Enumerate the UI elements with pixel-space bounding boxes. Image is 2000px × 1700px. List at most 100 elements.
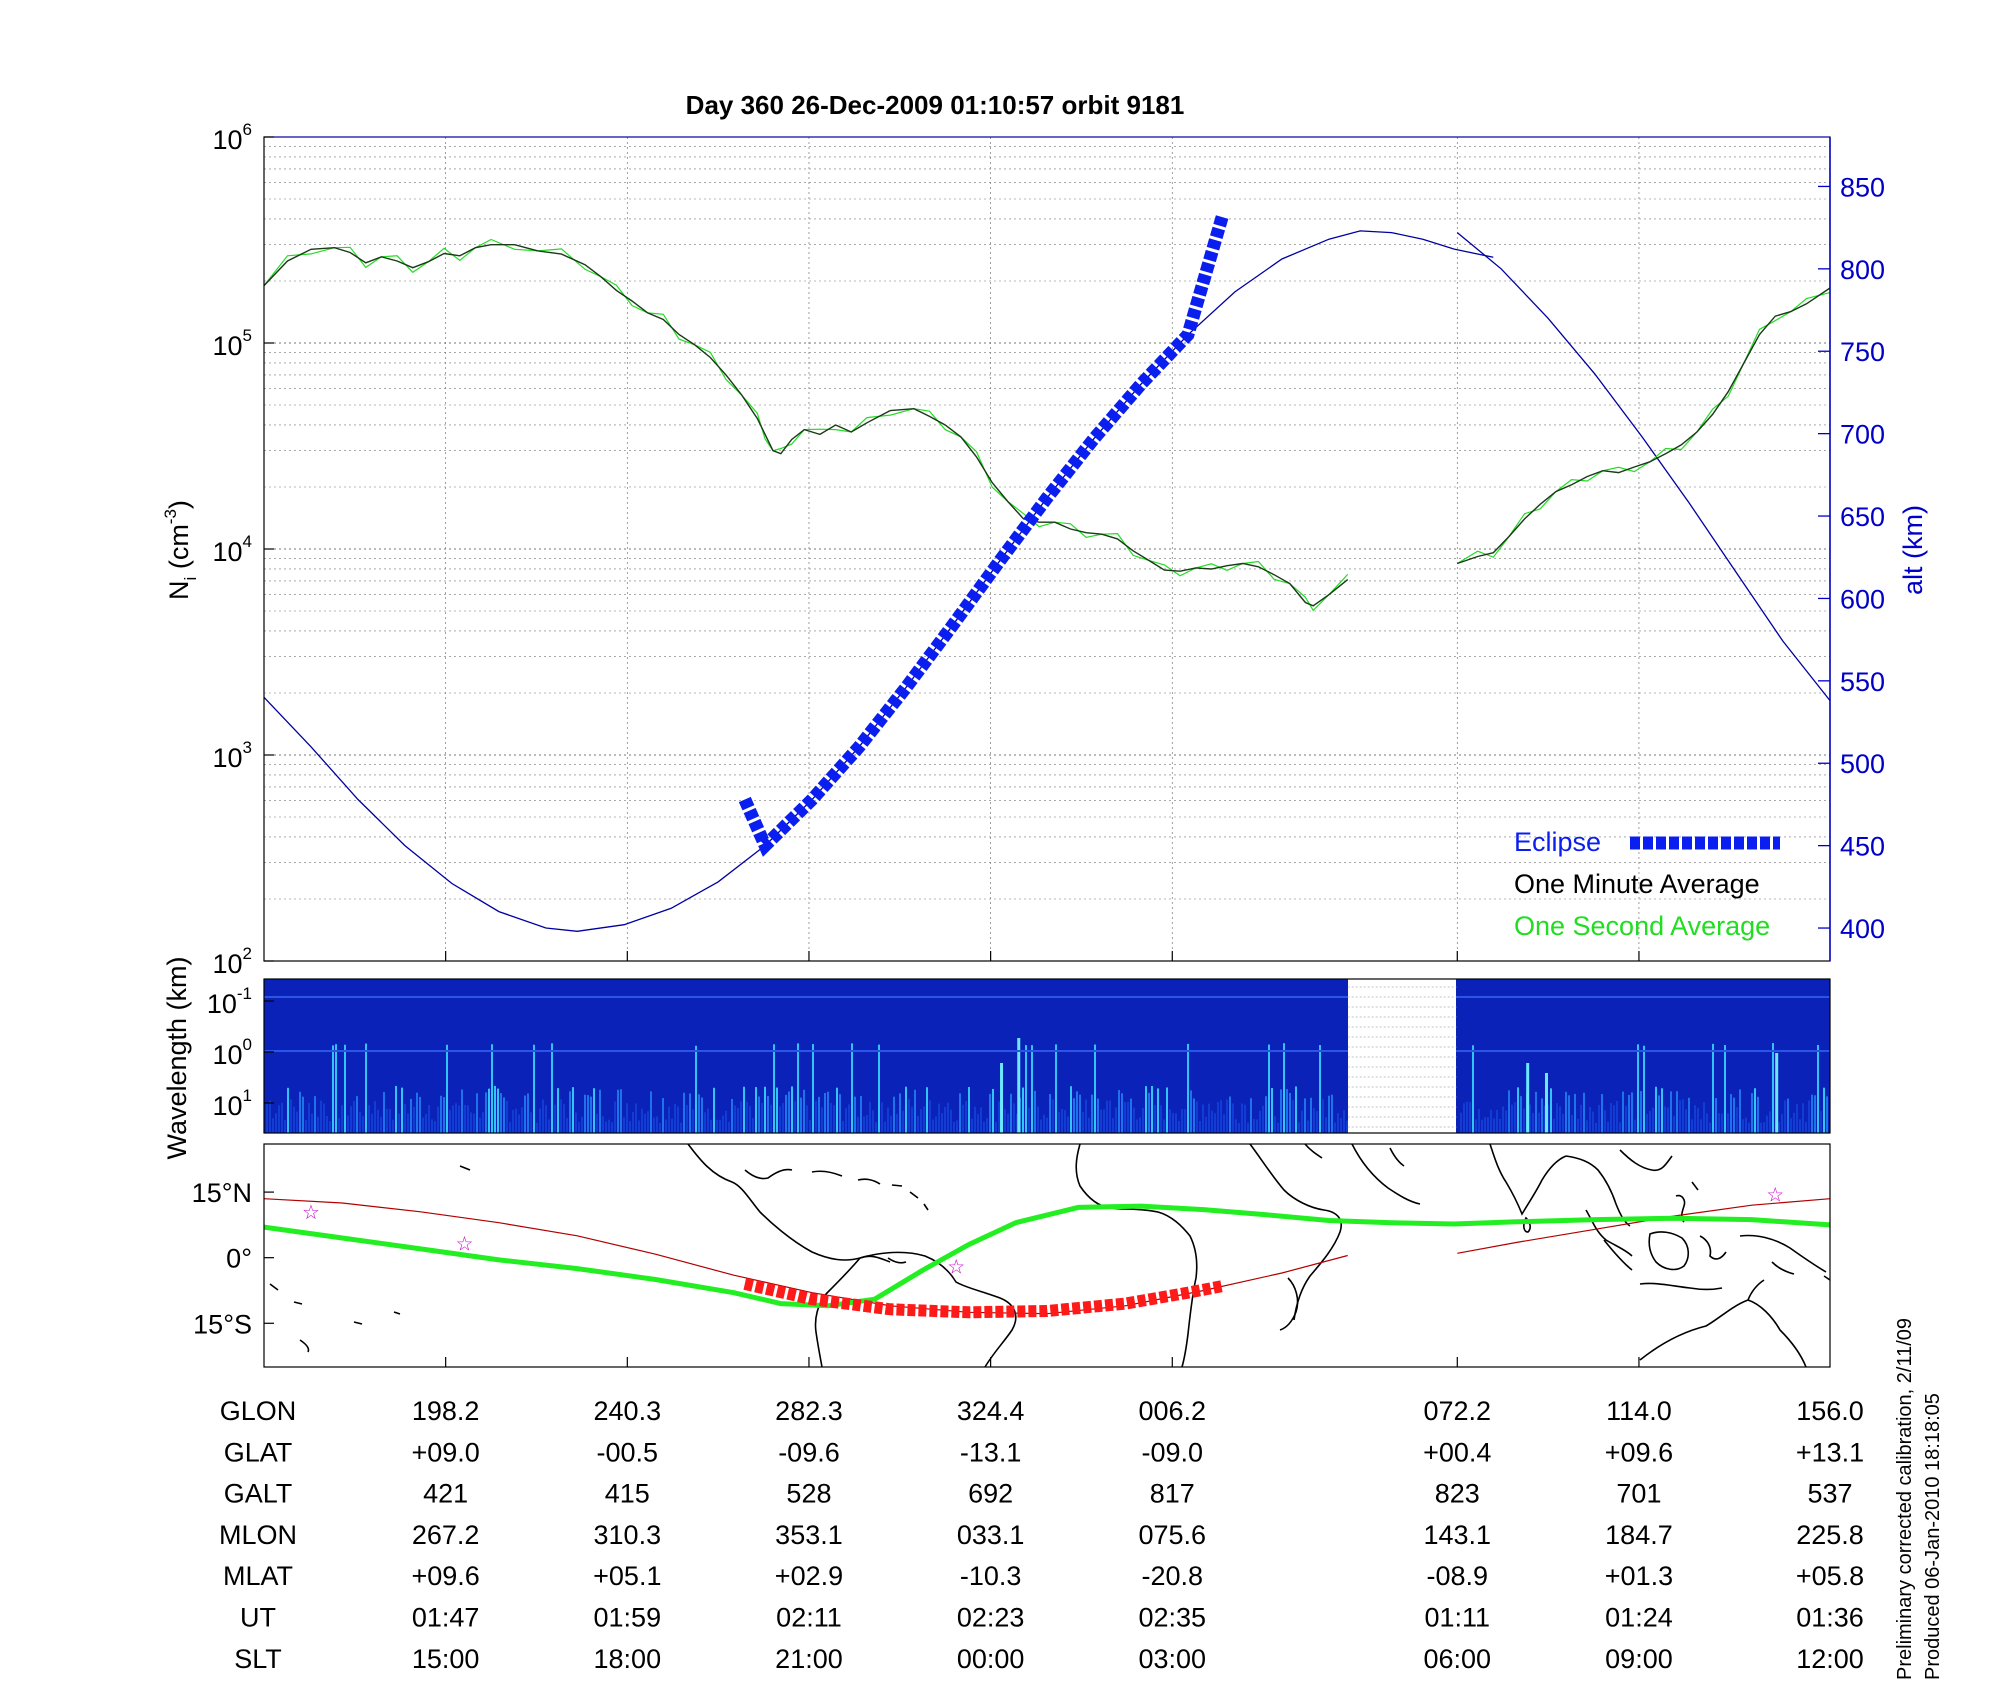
spectrogram-streak xyxy=(1199,1120,1201,1133)
spectrogram-streak xyxy=(890,1115,892,1133)
spectrogram-streak xyxy=(524,1095,526,1133)
table-cell: +02.9 xyxy=(775,1561,843,1591)
spectrogram-streak xyxy=(812,1044,814,1133)
spectrogram-streak xyxy=(1694,1105,1696,1133)
spectrogram-streak xyxy=(1052,1099,1054,1133)
spectrogram-streak xyxy=(308,1103,310,1133)
spectrogram-streak xyxy=(887,1107,889,1133)
table-cell: -10.3 xyxy=(960,1561,1022,1591)
spectrogram-streak xyxy=(1520,1096,1522,1133)
spectrogram-streak xyxy=(1532,1112,1534,1133)
spectrogram-streak xyxy=(1619,1122,1621,1133)
table-cell: 033.1 xyxy=(957,1520,1025,1550)
spectrogram-streak xyxy=(1508,1090,1510,1133)
spectrogram-streak xyxy=(1799,1119,1801,1133)
spectrogram-streak xyxy=(824,1092,826,1133)
spectrogram-streak xyxy=(647,1111,649,1133)
spectrogram-streak xyxy=(1007,1113,1009,1133)
table-cell: +00.4 xyxy=(1423,1437,1491,1467)
spectrogram-streak xyxy=(1346,1120,1348,1133)
spectrogram-streak xyxy=(914,1089,916,1133)
spectrogram-streak xyxy=(1550,1088,1552,1133)
table-row-label: GLON xyxy=(220,1396,297,1426)
map-tick-label: 15°N xyxy=(192,1178,252,1208)
spectrogram-streak xyxy=(1535,1091,1537,1133)
spectrogram-streak xyxy=(656,1116,658,1133)
spectrogram-streak xyxy=(491,1044,493,1133)
spectrogram-streak xyxy=(1127,1101,1129,1133)
spectrogram-streak xyxy=(1253,1119,1255,1133)
spectrogram-streak xyxy=(1580,1104,1582,1133)
spectrogram-data-gap xyxy=(1348,979,1456,1133)
table-cell: +09.6 xyxy=(1605,1437,1673,1467)
y2-tick-label: 850 xyxy=(1840,172,1885,202)
spectrogram-streak xyxy=(1025,1045,1027,1133)
spectrogram-streak xyxy=(398,1113,400,1133)
spectrogram-streak xyxy=(374,1101,376,1133)
star-marker: ☆ xyxy=(455,1234,473,1256)
spectrogram-streak xyxy=(746,1101,748,1133)
spectrogram-streak xyxy=(410,1098,412,1133)
spectrogram-streak xyxy=(365,1043,367,1133)
one-second-average-line xyxy=(1456,292,1831,565)
footer-calibration-note: Preliminary corrected calibration, 2/11/… xyxy=(1894,1318,1916,1680)
spectrogram-streak xyxy=(911,1107,913,1133)
spectrogram-streak xyxy=(269,1100,271,1133)
spectrogram-streak xyxy=(1307,1120,1309,1133)
spectrogram-streak xyxy=(428,1104,430,1133)
spectrogram-streak xyxy=(1646,1113,1648,1133)
spectrogram-streak xyxy=(350,1106,352,1133)
spectrogram-streak xyxy=(1028,1107,1030,1133)
spectrogram-streak xyxy=(716,1119,718,1133)
spectrogram-streak xyxy=(1481,1119,1483,1133)
spectrogram-streak xyxy=(1802,1103,1804,1133)
spectrogram-streak xyxy=(1778,1122,1780,1133)
y2-tick-label: 600 xyxy=(1840,584,1885,614)
spectrogram-streak xyxy=(1610,1103,1612,1133)
spectrogram-streak xyxy=(1649,1110,1651,1133)
table-cell: +01.3 xyxy=(1605,1561,1673,1591)
spectrogram-streak xyxy=(1202,1104,1204,1133)
table-row-label: UT xyxy=(240,1603,276,1633)
spectrogram-streak xyxy=(734,1105,736,1133)
spectrogram-streak xyxy=(1463,1103,1465,1133)
y2-tick-label: 750 xyxy=(1840,337,1885,367)
spectrogram-streak xyxy=(698,1094,700,1133)
spectrogram-streak xyxy=(1220,1100,1222,1133)
spectrogram-streak xyxy=(1796,1104,1798,1133)
legend-eclipse-label: Eclipse xyxy=(1514,827,1601,857)
spectrogram-streak xyxy=(1667,1107,1669,1133)
spectrogram-streak xyxy=(1604,1110,1606,1133)
spectrogram-streak xyxy=(377,1109,379,1133)
spectrogram-streak xyxy=(338,1118,340,1133)
spectrogram-streak xyxy=(1499,1118,1501,1133)
spectrogram-streak xyxy=(485,1092,487,1133)
table-cell: 537 xyxy=(1807,1479,1852,1509)
spectrogram-streak xyxy=(1238,1122,1240,1133)
table-row-label: MLON xyxy=(219,1520,297,1550)
spectrogram-streak xyxy=(575,1112,577,1133)
spectrogram-streak xyxy=(731,1098,733,1133)
spectrogram-streak xyxy=(893,1096,895,1133)
table-row-label: GALT xyxy=(224,1479,293,1509)
star-marker: ☆ xyxy=(947,1256,965,1278)
spectrogram-streak xyxy=(971,1118,973,1133)
spectrogram-streak xyxy=(296,1111,298,1133)
spectrogram-streak xyxy=(554,1104,556,1133)
spectrogram-streak xyxy=(884,1121,886,1133)
spectrogram-streak xyxy=(314,1096,316,1133)
spectrogram-streak xyxy=(1073,1098,1075,1133)
footer-produced-note: Produced 06-Jan-2010 18:18:05 xyxy=(1922,1393,1944,1680)
spectrogram-streak xyxy=(881,1102,883,1133)
spectrogram-streak xyxy=(707,1108,709,1133)
spectrogram-streak xyxy=(1142,1107,1144,1133)
spectrogram-streak xyxy=(1595,1122,1597,1133)
spectrogram-streak xyxy=(1106,1100,1108,1133)
spectrogram-streak xyxy=(620,1089,622,1133)
spectrogram-streak xyxy=(1151,1086,1153,1133)
spectrogram-streak xyxy=(452,1105,454,1133)
spectrogram-streak xyxy=(1658,1095,1660,1133)
spectrogram-streak xyxy=(1184,1109,1186,1133)
